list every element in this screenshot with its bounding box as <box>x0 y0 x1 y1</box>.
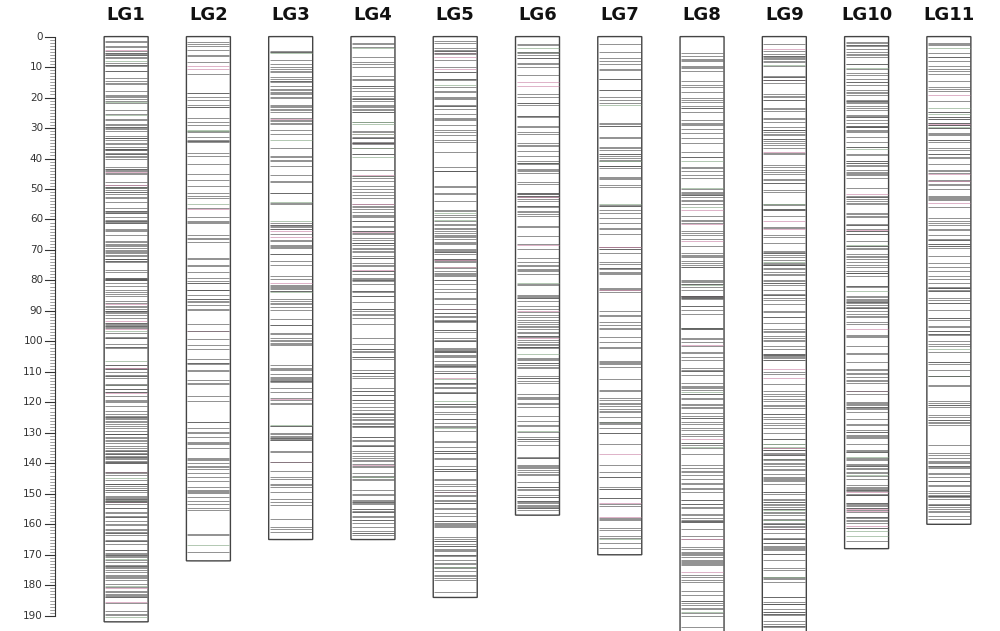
Text: LG4: LG4 <box>354 6 392 24</box>
FancyBboxPatch shape <box>516 37 560 515</box>
Text: 60: 60 <box>30 215 43 225</box>
FancyBboxPatch shape <box>762 37 806 631</box>
Text: 140: 140 <box>23 458 43 468</box>
FancyBboxPatch shape <box>433 37 477 598</box>
Text: LG5: LG5 <box>436 6 475 24</box>
Text: 40: 40 <box>30 153 43 163</box>
FancyBboxPatch shape <box>351 37 395 540</box>
Text: 50: 50 <box>30 184 43 194</box>
Text: 180: 180 <box>23 581 43 590</box>
Text: 110: 110 <box>23 367 43 377</box>
FancyBboxPatch shape <box>104 37 148 622</box>
Text: LG10: LG10 <box>841 6 892 24</box>
Text: LG9: LG9 <box>765 6 804 24</box>
Text: LG2: LG2 <box>189 6 228 24</box>
Text: LG6: LG6 <box>518 6 557 24</box>
Text: 130: 130 <box>23 428 43 438</box>
Text: 120: 120 <box>23 398 43 408</box>
Text: 0: 0 <box>36 32 43 42</box>
FancyBboxPatch shape <box>186 37 230 561</box>
FancyBboxPatch shape <box>680 37 724 631</box>
FancyBboxPatch shape <box>269 37 313 540</box>
Text: 190: 190 <box>23 611 43 621</box>
Text: 20: 20 <box>30 93 43 103</box>
Text: LG11: LG11 <box>923 6 974 24</box>
Text: LG7: LG7 <box>600 6 639 24</box>
Text: 150: 150 <box>23 489 43 499</box>
Text: LG1: LG1 <box>107 6 146 24</box>
Text: 160: 160 <box>23 519 43 529</box>
Text: LG8: LG8 <box>683 6 721 24</box>
Text: 70: 70 <box>30 245 43 255</box>
Text: 90: 90 <box>30 306 43 316</box>
FancyBboxPatch shape <box>598 37 642 555</box>
FancyBboxPatch shape <box>927 37 971 524</box>
Text: LG3: LG3 <box>271 6 310 24</box>
FancyBboxPatch shape <box>845 37 889 549</box>
Text: 10: 10 <box>30 62 43 72</box>
Text: 30: 30 <box>30 123 43 133</box>
Text: 100: 100 <box>23 336 43 346</box>
Text: 170: 170 <box>23 550 43 560</box>
Text: 80: 80 <box>30 276 43 285</box>
